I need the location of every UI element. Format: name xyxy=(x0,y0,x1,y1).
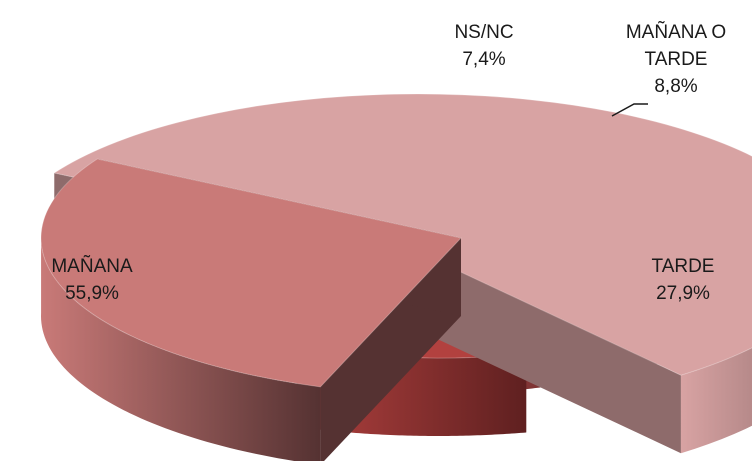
slice-value-3: 27,9% xyxy=(656,283,710,304)
pie-slices xyxy=(40,93,752,461)
slice-value-1: 7,4% xyxy=(462,49,505,70)
slice-label-0: MAÑANA 55,9% xyxy=(51,255,133,304)
slice-name-2-1: TARDE xyxy=(645,49,708,70)
pie-slice-top-3 xyxy=(40,158,462,388)
slice-label-3: TARDE 27,9% xyxy=(652,256,715,304)
slice-name-3-0: TARDE xyxy=(652,256,715,277)
slice-name-0-0: MAÑANA xyxy=(51,255,133,277)
pie-slice-wall-0-0 xyxy=(680,347,752,454)
slice-label-2: MAÑANA O TARDE 8,8% xyxy=(626,21,726,97)
pie-slice-side-0-1 xyxy=(418,252,681,454)
pie-labels: MAÑANA 55,9% NS/NC 7,4% MAÑANA O TARDE 8,8% TAR… xyxy=(51,21,726,304)
slice-value-2: 8,8% xyxy=(654,76,697,97)
pie-slice-wall-3-0 xyxy=(41,234,321,461)
slice-value-0: 55,9% xyxy=(65,283,119,304)
slice-name-1-0: NS/NC xyxy=(454,22,513,43)
slice-label-1: NS/NC 7,4% xyxy=(454,22,513,70)
pie-slice-3 xyxy=(40,158,462,461)
slice-name-2-0: MAÑANA O xyxy=(626,21,726,43)
leader-line xyxy=(611,103,648,117)
